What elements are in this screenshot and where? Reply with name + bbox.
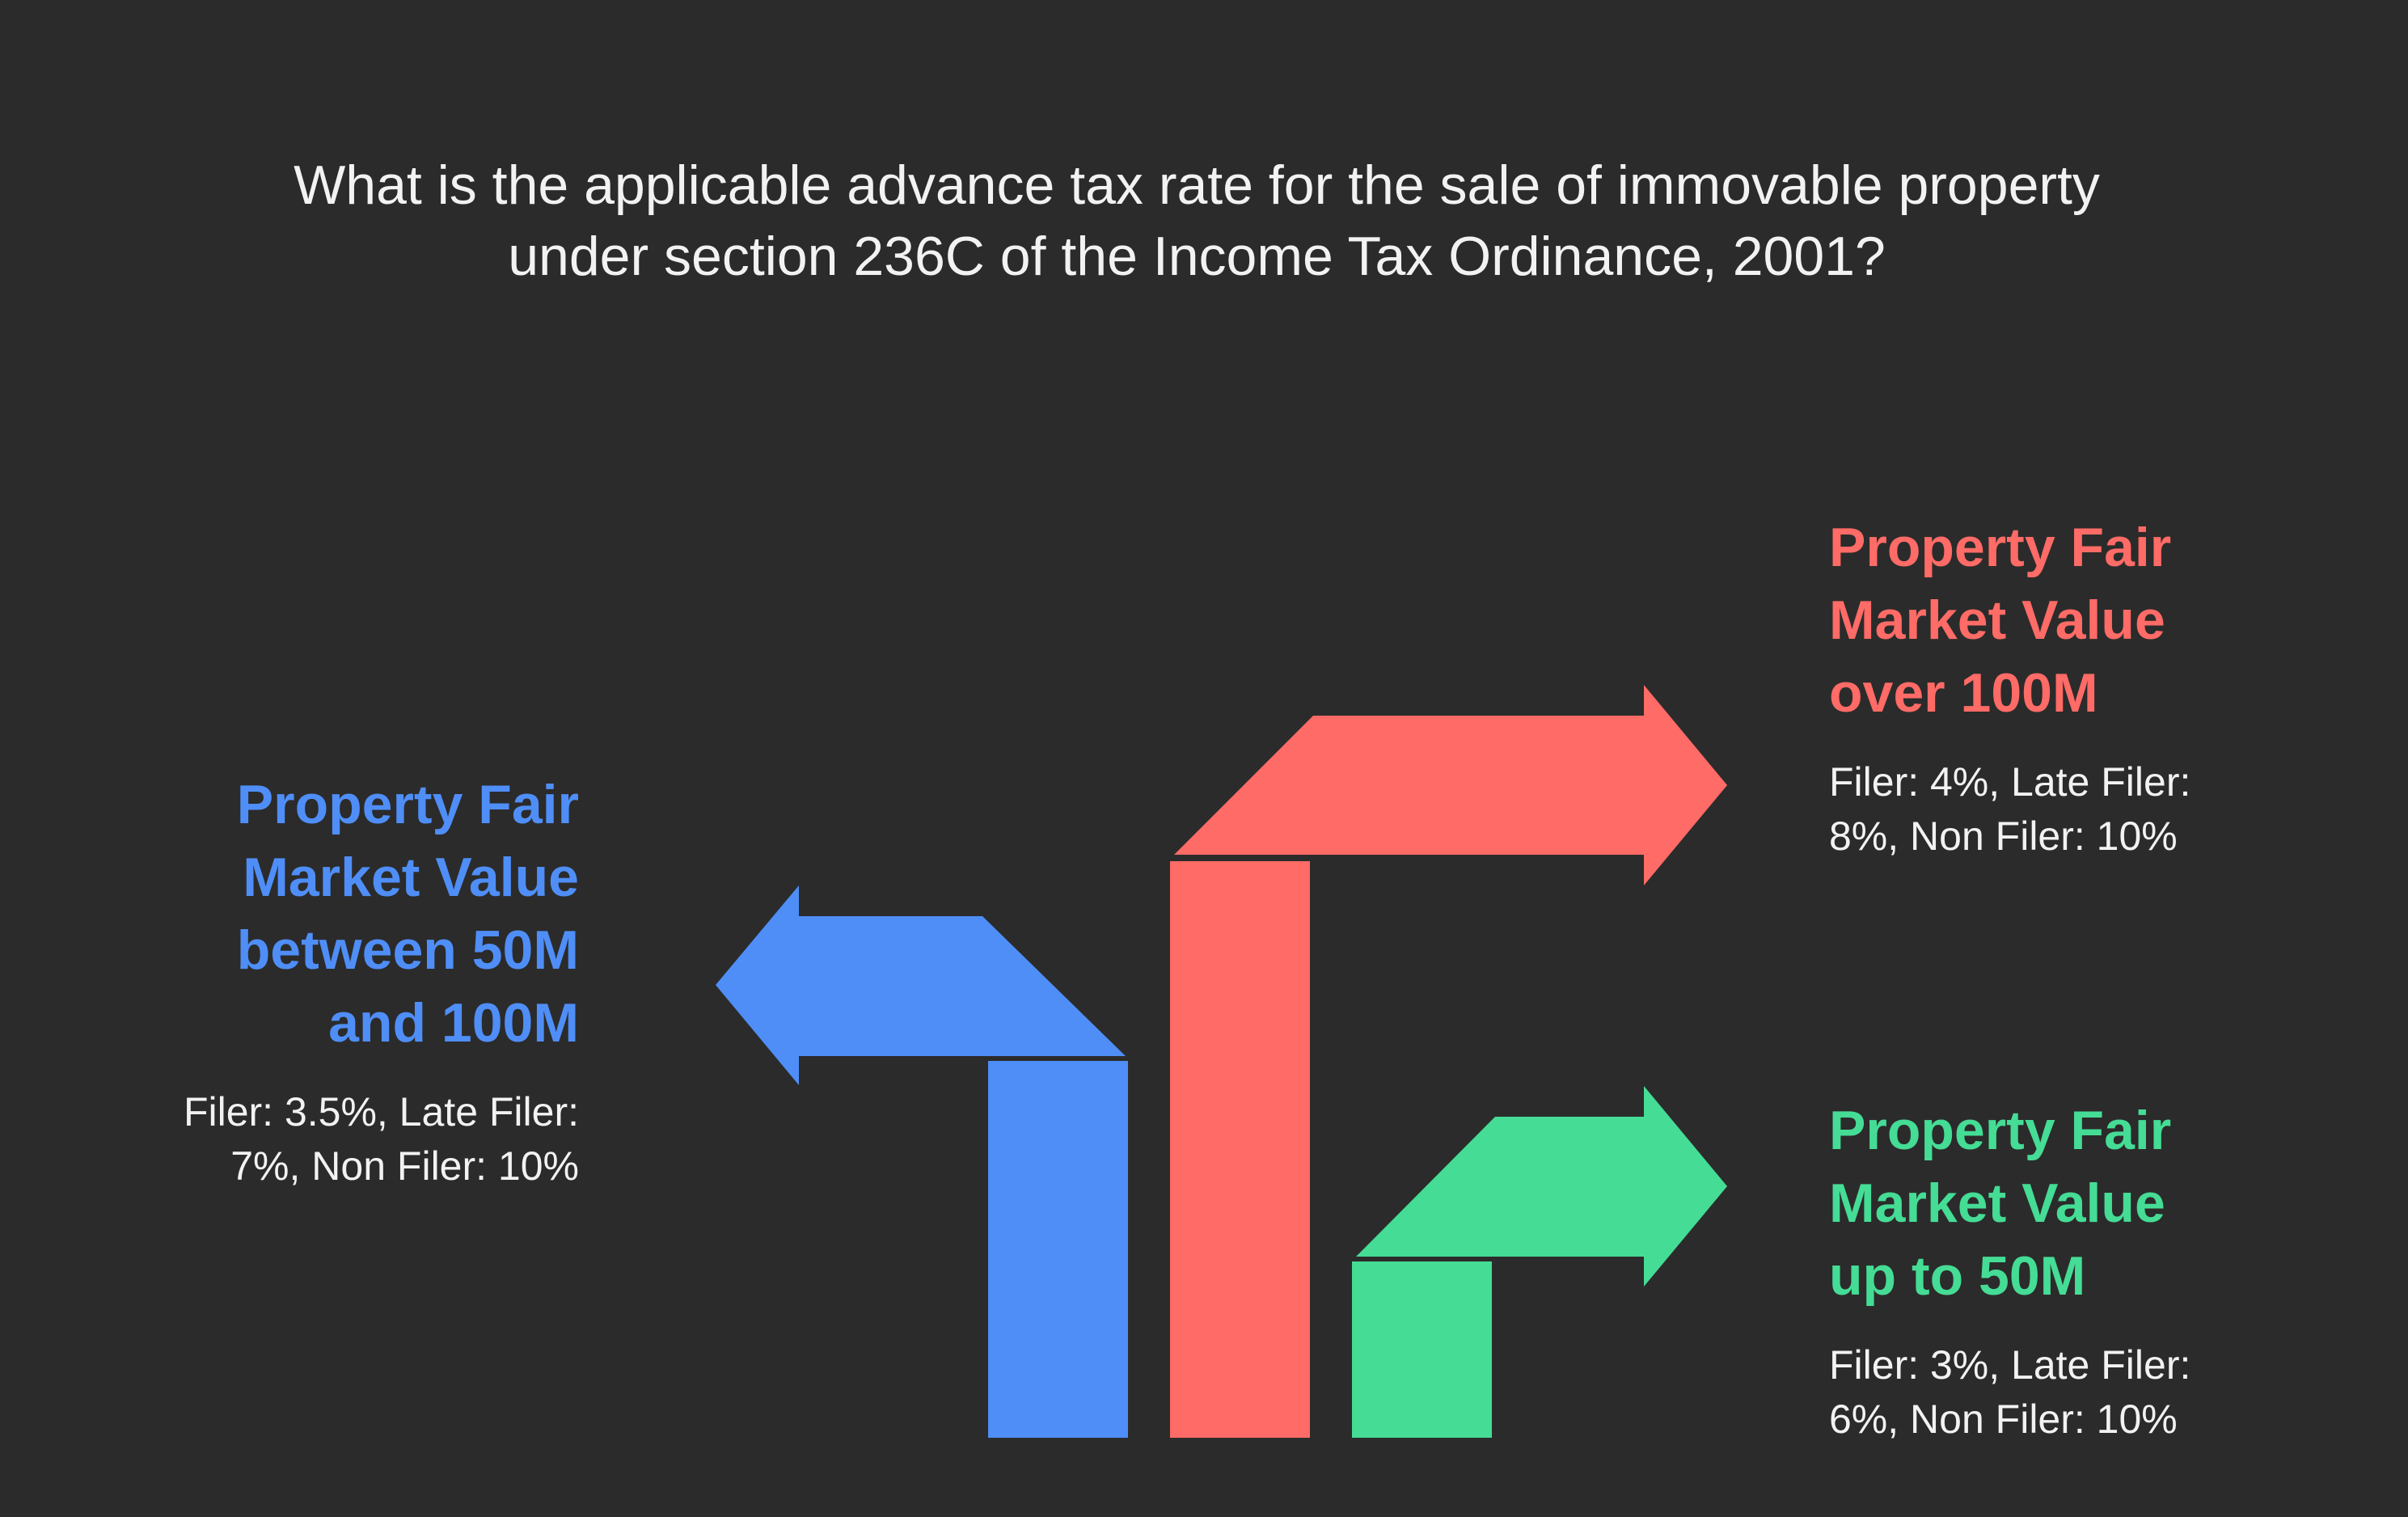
rates-line: Filer: 3%, Late Filer:: [1829, 1342, 2191, 1388]
red-arrow-head: [1174, 685, 1727, 885]
question-title: What is the applicable advance tax rate …: [113, 150, 2280, 292]
heading-line: and 100M: [328, 992, 579, 1054]
option-heading: Property Fair Market Value between 50M a…: [61, 768, 579, 1059]
option-over-100m: Property Fair Market Value over 100M Fil…: [1829, 511, 2363, 864]
heading-line: Property Fair: [236, 774, 579, 835]
option-rates: Filer: 3%, Late Filer: 6%, Non Filer: 10…: [1829, 1338, 2363, 1447]
heading-line: Property Fair: [1829, 1100, 2172, 1161]
question-line-1: What is the applicable advance tax rate …: [294, 154, 2100, 216]
heading-line: between 50M: [236, 919, 579, 981]
option-up-to-50m: Property Fair Market Value up to 50M Fil…: [1829, 1094, 2363, 1447]
option-heading: Property Fair Market Value over 100M: [1829, 511, 2363, 729]
rates-line: 6%, Non Filer: 10%: [1829, 1397, 2178, 1442]
red-arrow-stem: [1170, 861, 1310, 1438]
option-rates: Filer: 4%, Late Filer: 8%, Non Filer: 10…: [1829, 755, 2363, 864]
option-between-50m-100m: Property Fair Market Value between 50M a…: [61, 768, 579, 1194]
heading-line: up to 50M: [1829, 1245, 2086, 1307]
heading-line: over 100M: [1829, 662, 2098, 724]
heading-line: Market Value: [1829, 589, 2165, 651]
option-rates: Filer: 3.5%, Late Filer: 7%, Non Filer: …: [61, 1085, 579, 1194]
heading-line: Market Value: [243, 847, 579, 908]
blue-arrow-stem: [988, 1061, 1128, 1438]
rates-line: Filer: 3.5%, Late Filer:: [183, 1089, 579, 1135]
rates-line: 7%, Non Filer: 10%: [230, 1143, 579, 1189]
rates-line: Filer: 4%, Late Filer:: [1829, 759, 2191, 805]
option-heading: Property Fair Market Value up to 50M: [1829, 1094, 2363, 1312]
heading-line: Market Value: [1829, 1173, 2165, 1234]
question-line-2: under section 236C of the Income Tax Ord…: [508, 226, 1886, 287]
heading-line: Property Fair: [1829, 517, 2172, 578]
blue-arrow-head: [716, 885, 1126, 1085]
green-arrow-stem: [1352, 1261, 1492, 1438]
rates-line: 8%, Non Filer: 10%: [1829, 813, 2178, 859]
green-arrow-head: [1356, 1086, 1727, 1287]
